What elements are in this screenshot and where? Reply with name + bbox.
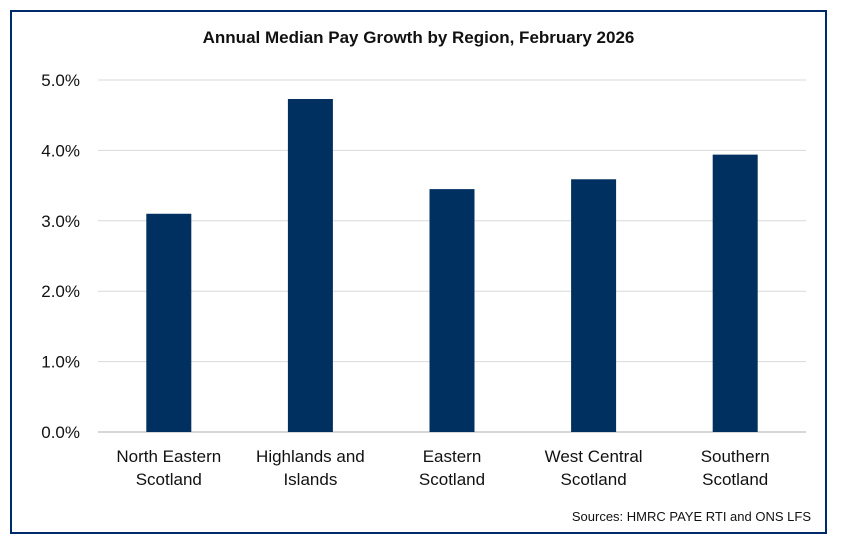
x-category-label: Southern (701, 447, 770, 466)
x-category-label: Scotland (561, 470, 627, 489)
x-category-label: Islands (283, 470, 337, 489)
chart-title: Annual Median Pay Growth by Region, Febr… (202, 28, 635, 47)
x-category-label: Scotland (136, 470, 202, 489)
y-tick-label: 1.0% (41, 353, 80, 372)
x-category-label: Scotland (702, 470, 768, 489)
x-category-label: Highlands and (256, 447, 365, 466)
bar (429, 189, 475, 432)
x-category-label: North Eastern (116, 447, 221, 466)
chart-source: Sources: HMRC PAYE RTI and ONS LFS (571, 509, 811, 524)
x-category-label: West Central (545, 447, 643, 466)
bar (571, 179, 617, 432)
bar (712, 154, 758, 432)
x-category-label: Eastern (423, 447, 482, 466)
chart-frame: Annual Median Pay Growth by Region, Febr… (10, 10, 827, 534)
y-tick-label: 0.0% (41, 423, 80, 442)
y-tick-label: 5.0% (41, 71, 80, 90)
y-tick-label: 3.0% (41, 212, 80, 231)
bar (287, 99, 333, 433)
bar (146, 213, 192, 432)
x-category-label: Scotland (419, 470, 485, 489)
y-tick-label: 2.0% (41, 282, 80, 301)
y-tick-label: 4.0% (41, 141, 80, 160)
